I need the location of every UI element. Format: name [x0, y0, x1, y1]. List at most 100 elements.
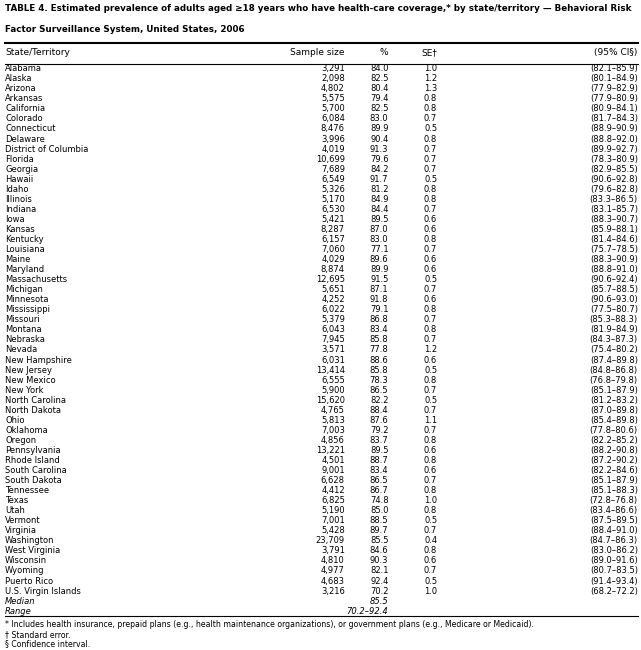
Text: Delaware: Delaware	[5, 135, 45, 144]
Text: Iowa: Iowa	[5, 215, 25, 224]
Text: 0.7: 0.7	[424, 335, 437, 345]
Text: 74.8: 74.8	[370, 496, 388, 505]
Text: (87.5–89.5): (87.5–89.5)	[590, 516, 638, 525]
Text: South Carolina: South Carolina	[5, 466, 67, 475]
Text: 0.8: 0.8	[424, 547, 437, 555]
Text: 87.1: 87.1	[370, 285, 388, 294]
Text: Ohio: Ohio	[5, 416, 24, 425]
Text: 1.2: 1.2	[424, 74, 437, 83]
Text: 7,001: 7,001	[321, 516, 345, 525]
Text: New Hampshire: New Hampshire	[5, 356, 72, 365]
Text: 8,287: 8,287	[321, 225, 345, 234]
Text: 2,098: 2,098	[321, 74, 345, 83]
Text: 84.2: 84.2	[370, 164, 388, 174]
Text: Utah: Utah	[5, 506, 25, 515]
Text: 91.8: 91.8	[370, 295, 388, 304]
Text: TABLE 4. Estimated prevalence of adults aged ≥18 years who have health-care cove: TABLE 4. Estimated prevalence of adults …	[5, 4, 631, 13]
Text: 3,791: 3,791	[321, 547, 345, 555]
Text: 83.0: 83.0	[370, 235, 388, 244]
Text: (80.7–83.5): (80.7–83.5)	[590, 567, 638, 575]
Text: 12,695: 12,695	[316, 275, 345, 284]
Text: 6,031: 6,031	[321, 356, 345, 365]
Text: (95% CI§): (95% CI§)	[594, 48, 638, 57]
Text: (90.6–92.8): (90.6–92.8)	[590, 175, 638, 184]
Text: 0.7: 0.7	[424, 476, 437, 485]
Text: 1.0: 1.0	[424, 586, 437, 595]
Text: * Includes health insurance, prepaid plans (e.g., health maintenance organizatio: * Includes health insurance, prepaid pla…	[5, 620, 534, 629]
Text: 86.8: 86.8	[370, 315, 388, 324]
Text: 4,810: 4,810	[321, 556, 345, 566]
Text: 89.9: 89.9	[370, 265, 388, 274]
Text: Wisconsin: Wisconsin	[5, 556, 47, 566]
Text: Factor Surveillance System, United States, 2006: Factor Surveillance System, United State…	[5, 25, 245, 34]
Text: 6,043: 6,043	[321, 326, 345, 334]
Text: 1.2: 1.2	[424, 346, 437, 354]
Text: 7,945: 7,945	[321, 335, 345, 345]
Text: Washington: Washington	[5, 536, 54, 545]
Text: 82.1: 82.1	[370, 567, 388, 575]
Text: 0.5: 0.5	[424, 175, 437, 184]
Text: (83.3–86.5): (83.3–86.5)	[590, 195, 638, 204]
Text: (72.8–76.8): (72.8–76.8)	[590, 496, 638, 505]
Text: Alaska: Alaska	[5, 74, 33, 83]
Text: 5,651: 5,651	[321, 285, 345, 294]
Text: 85.0: 85.0	[370, 506, 388, 515]
Text: 5,428: 5,428	[321, 526, 345, 536]
Text: (90.6–92.4): (90.6–92.4)	[590, 275, 638, 284]
Text: 1.1: 1.1	[424, 416, 437, 425]
Text: Connecticut: Connecticut	[5, 125, 56, 133]
Text: 92.4: 92.4	[370, 577, 388, 586]
Text: 6,157: 6,157	[321, 235, 345, 244]
Text: Maryland: Maryland	[5, 265, 44, 274]
Text: 0.8: 0.8	[424, 185, 437, 194]
Text: Range: Range	[5, 606, 32, 616]
Text: South Dakota: South Dakota	[5, 476, 62, 485]
Text: 89.9: 89.9	[370, 125, 388, 133]
Text: 0.6: 0.6	[424, 466, 437, 475]
Text: 7,689: 7,689	[321, 164, 345, 174]
Text: 6,022: 6,022	[321, 306, 345, 315]
Text: 0.5: 0.5	[424, 275, 437, 284]
Text: 6,628: 6,628	[321, 476, 345, 485]
Text: Rhode Island: Rhode Island	[5, 456, 60, 465]
Text: 0.8: 0.8	[424, 436, 437, 445]
Text: (88.4–91.0): (88.4–91.0)	[590, 526, 638, 536]
Text: Nebraska: Nebraska	[5, 335, 45, 345]
Text: Louisiana: Louisiana	[5, 245, 45, 254]
Text: (83.4–86.6): (83.4–86.6)	[590, 506, 638, 515]
Text: (89.9–92.7): (89.9–92.7)	[590, 144, 638, 153]
Text: 87.0: 87.0	[370, 225, 388, 234]
Text: 0.8: 0.8	[424, 326, 437, 334]
Text: 79.2: 79.2	[370, 426, 388, 435]
Text: 6,084: 6,084	[321, 114, 345, 124]
Text: 15,620: 15,620	[316, 396, 345, 405]
Text: 3,571: 3,571	[321, 346, 345, 354]
Text: 1.0: 1.0	[424, 496, 437, 505]
Text: (75.4–80.2): (75.4–80.2)	[590, 346, 638, 354]
Text: 0.7: 0.7	[424, 285, 437, 294]
Text: 86.5: 86.5	[370, 385, 388, 395]
Text: 84.6: 84.6	[370, 547, 388, 555]
Text: (82.2–84.6): (82.2–84.6)	[590, 466, 638, 475]
Text: 1.3: 1.3	[424, 84, 437, 94]
Text: 0.7: 0.7	[424, 426, 437, 435]
Text: 83.7: 83.7	[370, 436, 388, 445]
Text: 5,575: 5,575	[321, 94, 345, 103]
Text: Arkansas: Arkansas	[5, 94, 44, 103]
Text: (88.9–90.9): (88.9–90.9)	[590, 125, 638, 133]
Text: 78.3: 78.3	[370, 376, 388, 385]
Text: (82.9–85.5): (82.9–85.5)	[590, 164, 638, 174]
Text: (68.2–72.2): (68.2–72.2)	[590, 586, 638, 595]
Text: 4,765: 4,765	[321, 406, 345, 415]
Text: Georgia: Georgia	[5, 164, 38, 174]
Text: (87.2–90.2): (87.2–90.2)	[590, 456, 638, 465]
Text: 0.5: 0.5	[424, 125, 437, 133]
Text: 0.7: 0.7	[424, 245, 437, 254]
Text: 91.5: 91.5	[370, 275, 388, 284]
Text: Michigan: Michigan	[5, 285, 43, 294]
Text: Montana: Montana	[5, 326, 42, 334]
Text: 90.3: 90.3	[370, 556, 388, 566]
Text: (79.6–82.8): (79.6–82.8)	[590, 185, 638, 194]
Text: 0.6: 0.6	[424, 265, 437, 274]
Text: (85.1–88.3): (85.1–88.3)	[590, 486, 638, 495]
